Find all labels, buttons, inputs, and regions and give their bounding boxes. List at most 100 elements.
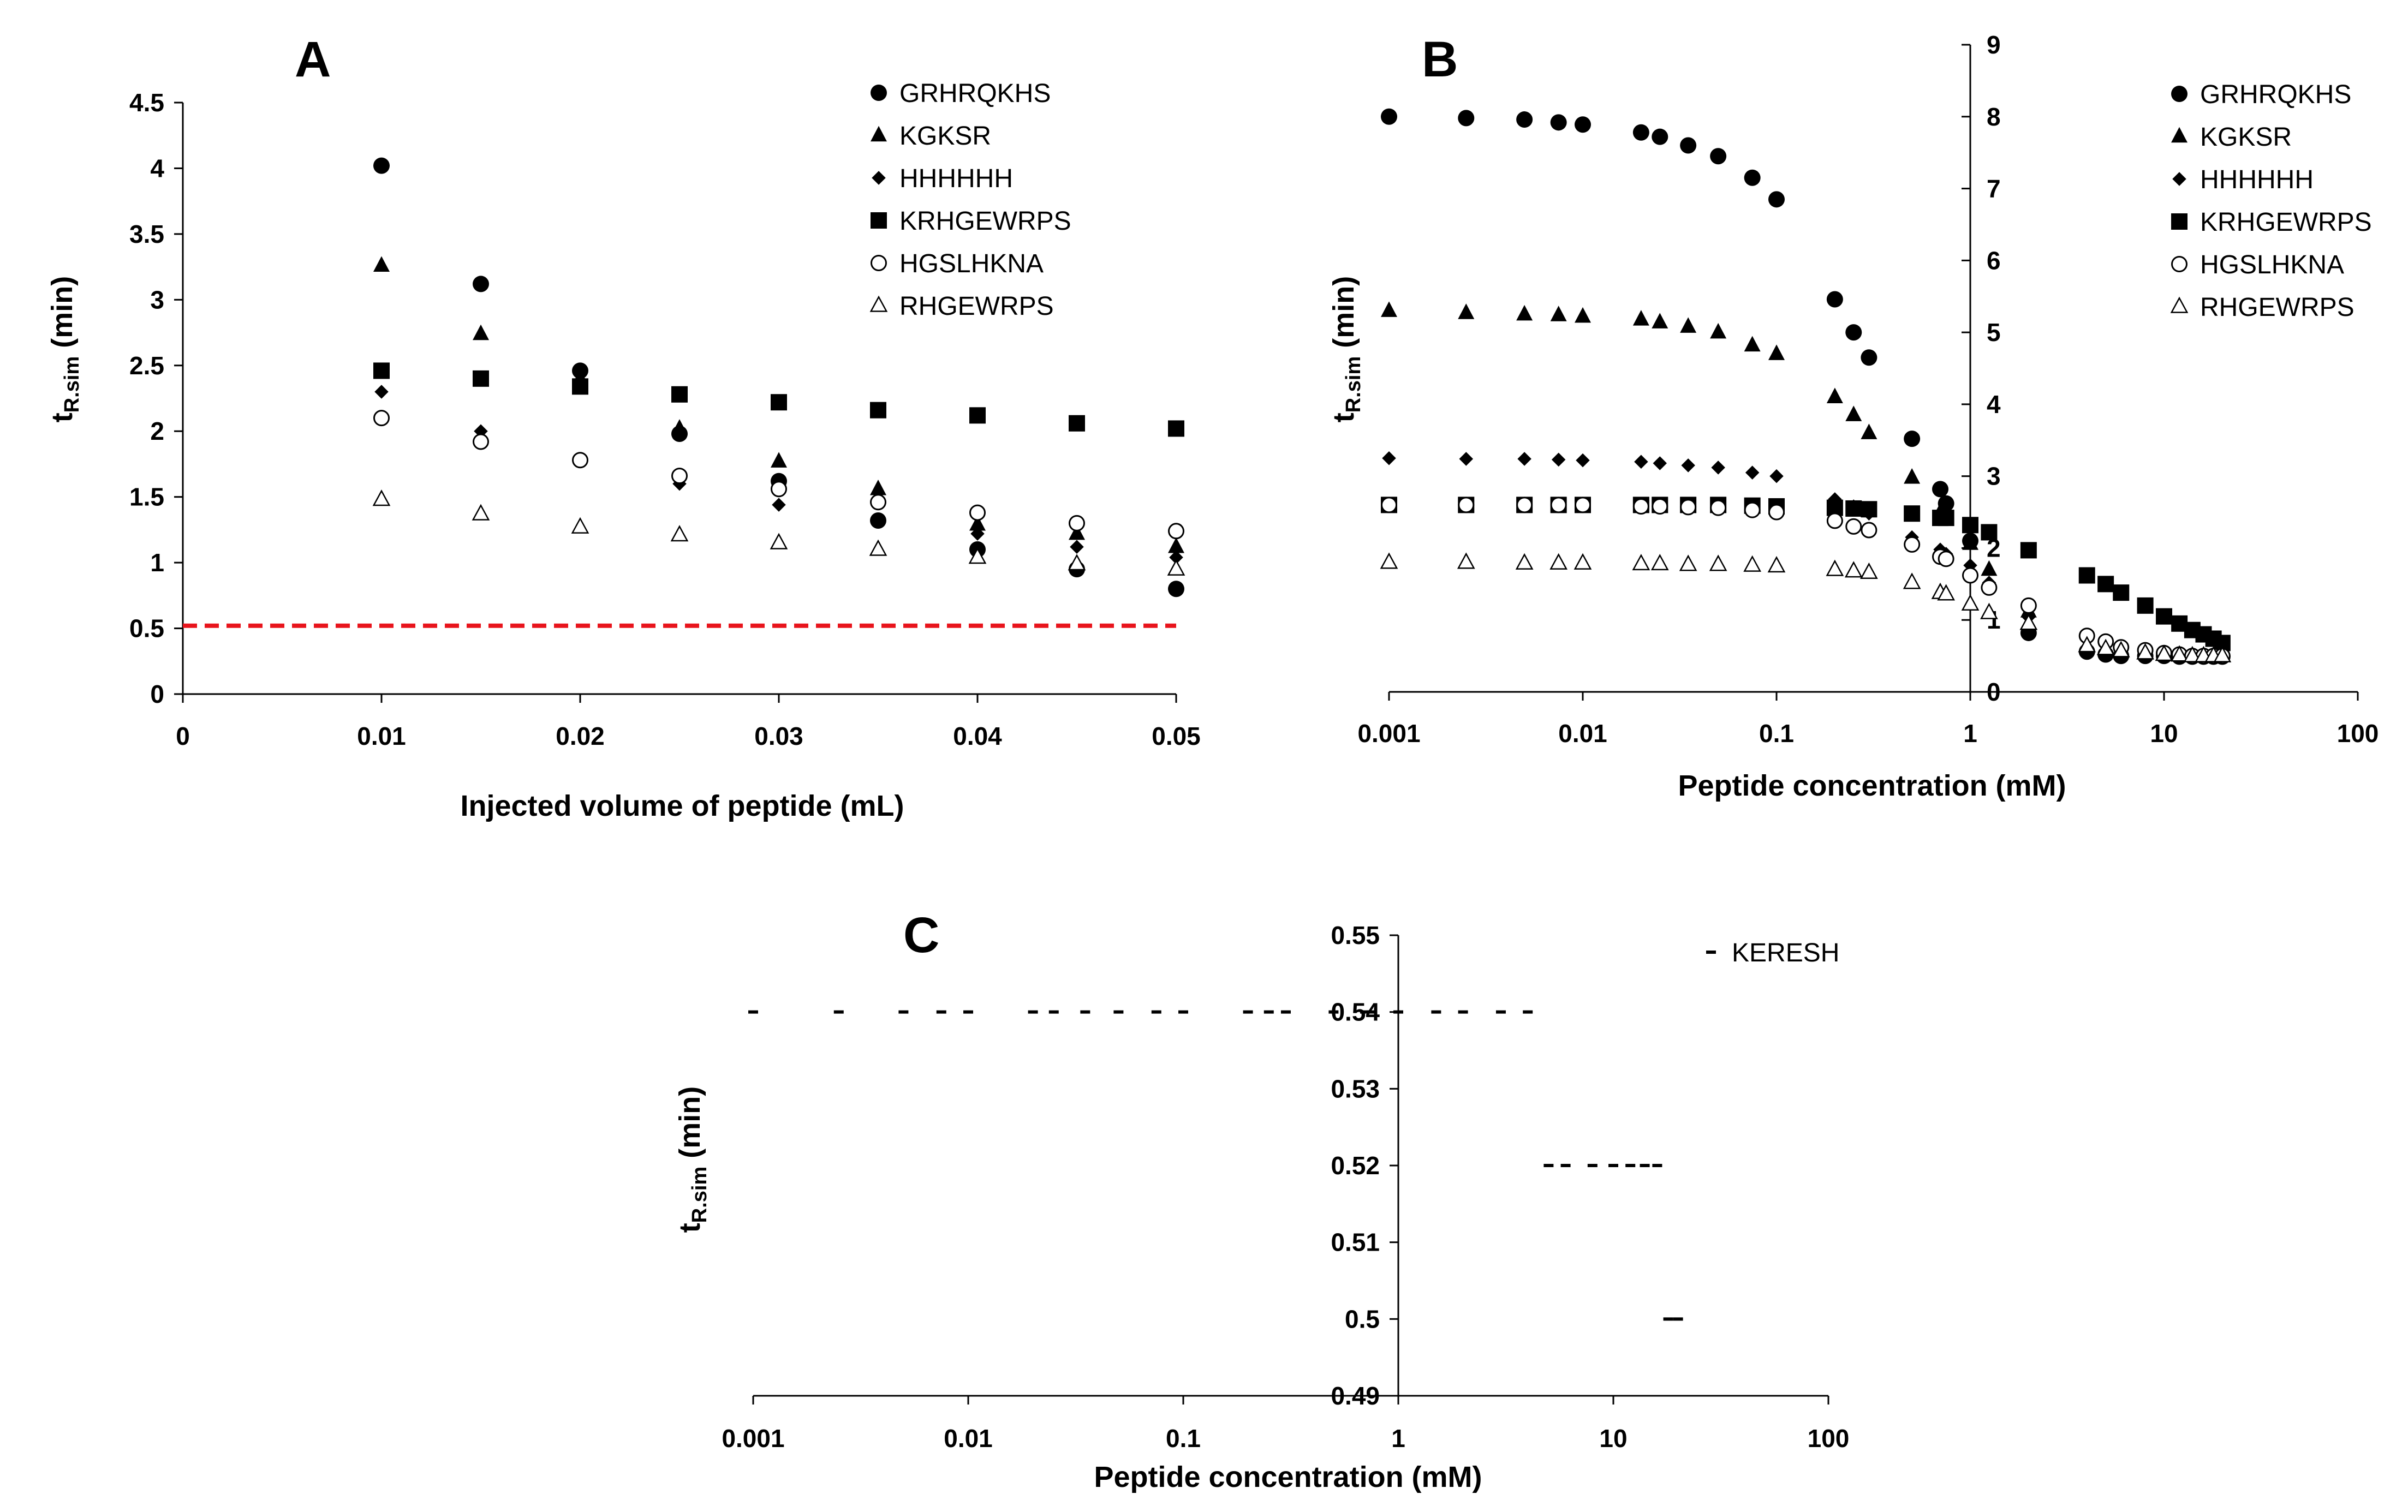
panel-b-point-kgksr [1861,423,1877,439]
panel-c-axes: 0.001 0.01 0.1 1 10 100 0.49 0.5 0.51 0.52 0.53 0.5… [722,921,1849,1453]
panel-a-point-krhgewrps [870,402,886,419]
panel-a-x-tick-label: 0.01 [357,722,406,750]
panel-b-legend-item: HHHHHH [2172,165,2314,194]
panel-a-legend-label: HGSLHKNA [899,249,1044,278]
panel-b-point-hhhhhh [1459,452,1474,466]
panel-b-point-hgslhkna [1962,567,1978,584]
panel-c-x-tick-label: 100 [1808,1424,1850,1453]
panel-b-point-rhgewrps [2096,638,2115,655]
panel-b-point-hgslhkna [1768,504,1785,521]
panel-a-point-krhgewrps [1168,420,1184,437]
panel-b-point-hgslhkna [1981,579,1998,596]
panel-b-point-rhgewrps [1549,553,1567,570]
panel-b-series-krhgewrps [1381,497,2231,652]
panel-b-point-hhhhhh [1634,455,1648,469]
panel-a-series-krhgewrps [373,362,1184,437]
panel-a-point-hgslhkna [969,504,986,521]
panel-b-point-rhgewrps [2155,644,2173,661]
panel-b-point-kgksr [1632,310,1649,326]
panel-c-x-tick-label: 0.001 [722,1424,784,1453]
panel-b-legend-marker [2172,172,2186,186]
panel-a-legend-item: GRHRQKHS [871,79,1051,108]
panel-b-point-rhgewrps [2078,636,2096,653]
panel-c-y-axis-title: tR.sim (min) [673,1086,711,1233]
panel-b-legend-label: RHGEWRPS [2200,293,2355,322]
panel-a-letter: A [295,32,331,87]
panel-b-point-krhgewrps [2113,584,2130,601]
panel-b-y-tick-label: 6 [1987,246,2001,274]
panel-a-point-hgslhkna [373,410,390,427]
panel-a-point-krhgewrps [671,386,688,403]
panel-b-x-tick-label: 0.1 [1759,719,1794,748]
panel-b-point-rhgewrps [1860,562,1878,579]
panel-a-y-tick-label: 4.5 [129,88,164,117]
panel-a-y-tick-label: 3 [150,285,164,314]
panel-b-point-rhgewrps [1632,554,1650,571]
panel-c-y-tick-label: 0.53 [1331,1074,1380,1103]
panel-b-x-axis-title: Peptide concentration (mM) [1678,769,2066,802]
panel-b-point-kgksr [1381,301,1397,317]
panel-a-legend-marker [871,125,887,142]
panel-b-series-kgksr [1381,301,2231,662]
panel-a-point-rhgewrps [372,489,391,506]
panel-c-y-tick-label: 0.52 [1331,1151,1380,1180]
panel-b-legend-item: HGSLHKNA [2171,250,2344,279]
panel-b-point-hgslhkna [1744,501,1761,518]
panel-b-legend-label: HGSLHKNA [2200,250,2344,279]
panel-a-point-krhgewrps [771,394,787,411]
panel-a-legend-item: KGKSR [871,122,991,151]
panel-b-letter: B [1422,32,1458,87]
panel-b-point-hgslhkna [1680,499,1697,516]
panel-b-point-grhrqkhs [1904,431,1921,447]
panel-a-point-hgslhkna [1168,523,1184,540]
panel-b-point-krhgewrps [1962,517,1978,534]
panel-b-legend-marker [2171,86,2188,102]
panel-a-legend-label: RHGEWRPS [899,292,1054,321]
panel-a-y-tick-label: 0.5 [129,614,164,643]
panel-a-x-tick-label: 0.02 [556,722,605,750]
panel-b-legend-item: KRHGEWRPS [2171,208,2372,237]
panel-b-point-hgslhkna [1826,512,1843,529]
panel-b-legend-item: RHGEWRPS [2170,293,2355,322]
panel-a-point-hgslhkna [473,433,489,450]
panel-a-legend: GRHRQKHS KGKSR HHHHHH KRHGEWRPS HGSLHKNA RHGE… [869,79,1071,321]
panel-b-point-grhrqkhs [1652,128,1668,145]
panel-b-point-hhhhhh [1769,469,1784,483]
panel-c-x-tick-label: 0.01 [944,1424,993,1453]
panel-b-point-rhgewrps [2136,643,2154,660]
panel-b-point-rhgewrps [1515,553,1534,570]
panel-a-point-grhrqkhs [473,276,489,292]
panel-a-point-kgksr [870,479,886,495]
panel-a-point-grhrqkhs [373,157,390,174]
panel-b-y-tick-label: 9 [1987,31,2001,59]
panel-b-point-hgslhkna [1516,497,1533,513]
panel-b-point-kgksr [1516,304,1533,321]
panel-b-point-hhhhhh [1653,456,1667,470]
panel-c-legend: KERESH [1706,939,1839,967]
panel-b-point-rhgewrps [2183,646,2202,662]
panel-b-point-hgslhkna [2020,597,2037,614]
panel-a-series-hgslhkna [373,410,1184,540]
panel-a-point-hhhhhh [970,527,985,541]
panel-b-point-hgslhkna [1652,498,1668,515]
panel-b-point-hgslhkna [1861,522,1877,539]
panel-b-y-tick-label: 7 [1987,175,2001,203]
panel-b-point-hhhhhh [1745,465,1760,480]
panel-b-point-krhgewrps [1861,501,1877,518]
panel-a-point-rhgewrps [770,533,788,549]
panel-b-x-tick-label: 100 [2337,719,2379,748]
panel-a-x-tick-label: 0.04 [953,722,1002,750]
panel-b-x-tick-label: 1 [1963,719,1977,748]
panel-b-point-hhhhhh [1551,452,1566,467]
panel-b-point-hgslhkna [1710,499,1727,516]
panel-a-legend-marker [871,212,887,229]
panel-b-point-hgslhkna [1845,518,1862,535]
panel-b-point-rhgewrps [1679,554,1697,571]
panel-a-legend-label: KGKSR [899,122,991,151]
panel-b-legend-label: KGKSR [2200,123,2292,152]
panel-a-point-krhgewrps [1069,415,1085,432]
panel-b-point-hgslhkna [1458,497,1475,513]
panel-b-legend-label: KRHGEWRPS [2200,208,2372,237]
